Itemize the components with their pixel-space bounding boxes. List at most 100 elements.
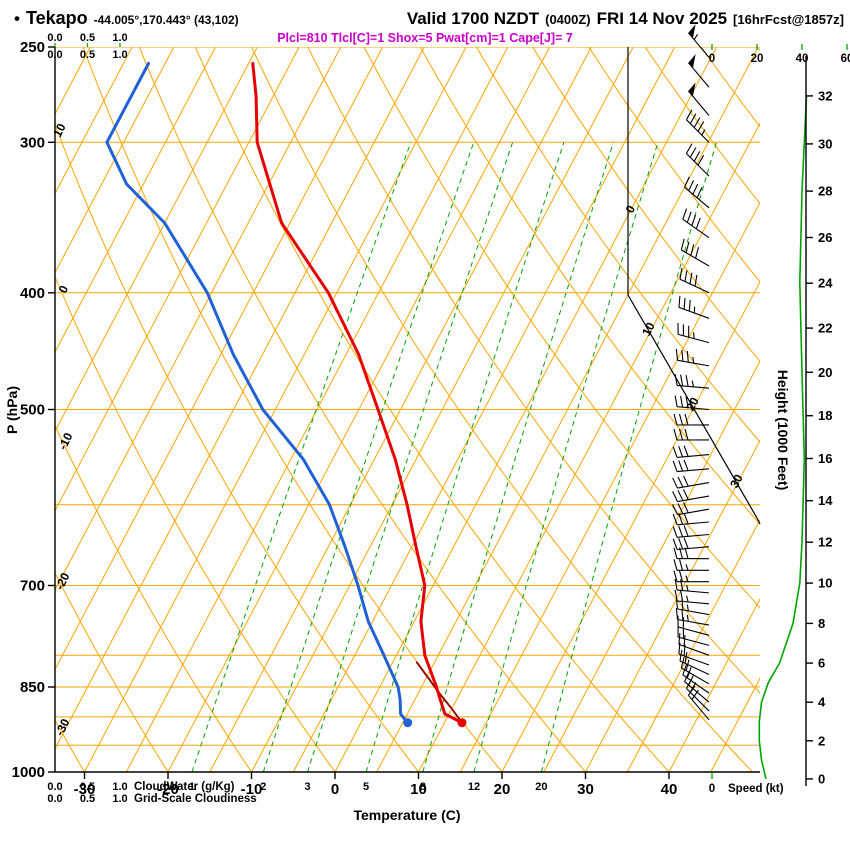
mixing-ratio-line — [262, 142, 475, 772]
wind-barb-full — [678, 525, 684, 537]
wind-barb-full — [678, 632, 681, 645]
wind-barb-full — [689, 147, 697, 158]
dry-adiabat-label: -10 — [55, 430, 75, 452]
isotherm-line — [459, 201, 760, 772]
dry-adiabat-label: 0 — [56, 283, 72, 295]
cloudwater-bottom-label: 0.0 — [47, 781, 62, 793]
speed-tick-label: 0 — [709, 53, 715, 65]
wind-barb-full — [693, 151, 701, 162]
wind-barb-full — [683, 525, 689, 537]
isotherm-line — [55, 47, 133, 195]
pressure-tick-label: 250 — [20, 39, 45, 56]
wind-barb-full — [673, 413, 678, 426]
titlebar: • Tekapo -44.005°,170.443° (43,102) Vali… — [14, 8, 844, 29]
valid-time-group: Valid 1700 NZDT (0400Z) FRI 14 Nov 2025 … — [407, 9, 844, 29]
wind-barb-full — [683, 634, 686, 647]
wind-barb-full — [672, 513, 678, 525]
wind-barb-full — [689, 113, 697, 124]
dry-adiabat-line — [55, 424, 252, 772]
wind-barb-full — [674, 589, 678, 602]
wind-barb-staff — [677, 636, 710, 646]
wind-barb-full — [679, 267, 683, 280]
wind-barb-staff — [677, 589, 710, 594]
wind-barb-full — [681, 349, 684, 362]
dry-adiabat-line — [307, 47, 760, 694]
wind-barb-full — [680, 395, 684, 408]
wind-barb-full — [691, 214, 697, 226]
wind-barb-full — [672, 491, 678, 502]
dry-adiabat-line — [363, 47, 760, 609]
wind-barb-full — [673, 559, 678, 571]
wind-barb-pennant — [688, 82, 696, 97]
station-bullet-icon: • — [14, 9, 20, 28]
wind-barb-full — [675, 608, 679, 620]
wind-barb-full — [683, 459, 689, 471]
wind-barb-full — [684, 428, 689, 441]
wind-barb-full — [683, 489, 689, 500]
wind-barb-full — [685, 143, 693, 154]
cloudwater-top-label: 0.0 — [47, 32, 62, 44]
wind-barb-full — [696, 187, 703, 199]
wind-barb-full — [672, 526, 678, 538]
dry-adiabat-line — [588, 47, 760, 283]
isotherm-line — [292, 47, 676, 772]
cloudiness-bottom-label: 1.0 — [112, 793, 127, 805]
wind-barb-half — [686, 584, 689, 592]
cloudiness-axis-title: Grid-Scale Cloudiness — [134, 793, 257, 805]
isotherm-line — [585, 439, 760, 772]
wind-barb-full — [674, 374, 678, 386]
pressure-tick-label: 500 — [20, 402, 45, 419]
height-tick-label: 30 — [818, 136, 832, 151]
wind-barb-full — [688, 180, 694, 192]
mixing-ratio-line — [540, 142, 717, 772]
cloudwater-bottom-label: 1.0 — [112, 781, 127, 793]
isotherm-line — [418, 122, 760, 772]
wind-barb-full — [684, 176, 690, 188]
dewpoint-curve — [105, 62, 410, 725]
temperature-tick-label: 10 — [410, 781, 427, 798]
height-tick-label: 2 — [818, 733, 825, 748]
wind-barb-half — [686, 615, 689, 622]
wind-barb-full — [674, 395, 678, 407]
speed-tick-label: 20 — [751, 53, 764, 65]
cloudiness-top-label: 0.5 — [80, 49, 95, 61]
dry-adiabat-label: -20 — [52, 570, 72, 592]
wind-barb-full — [673, 547, 678, 559]
dry-adiabat-line — [0, 47, 1, 772]
isotherm-line — [55, 47, 425, 750]
height-tick-label: 14 — [818, 493, 833, 508]
wind-barb-staff — [682, 674, 710, 694]
surface-temperature-dot — [457, 718, 467, 728]
temperature-tick-label: 0 — [331, 781, 339, 798]
wind-speed-curve — [758, 95, 808, 780]
sounding-indices: Plcl=810 Tlcl[C]=1 Shox=5 Pwat[cm]=1 Cap… — [277, 31, 573, 45]
height-tick-label: 16 — [818, 451, 832, 466]
isotherm-line — [55, 47, 175, 274]
cloudiness-top-label: 1.0 — [112, 49, 127, 61]
height-tick-label: 24 — [818, 276, 833, 291]
isotherm-line — [167, 47, 551, 772]
wind-barb-full — [697, 154, 705, 166]
wind-barb-full — [689, 682, 697, 693]
isotherm-line — [84, 47, 467, 772]
wind-barb-half — [693, 34, 698, 40]
wind-barb-half — [685, 564, 689, 571]
wind-barb-full — [694, 274, 698, 287]
wind-barb-staff — [677, 618, 710, 626]
wind-barb-full — [675, 348, 679, 361]
temperature-axis-title: Temperature (C) — [353, 807, 460, 823]
wind-barb-full — [691, 689, 699, 700]
wind-barb-full — [688, 299, 691, 312]
wind-barb-full — [695, 217, 701, 229]
station-name: Tekapo — [25, 8, 88, 28]
wind-barb-full — [680, 238, 685, 251]
wind-barb-full — [672, 446, 678, 458]
height-tick-label: 4 — [818, 695, 826, 710]
wind-barb-full — [672, 477, 678, 489]
pressure-tick-label: 1000 — [12, 764, 45, 781]
wind-barbs — [672, 24, 710, 721]
skewt-grid — [0, 47, 760, 772]
isotherm-label: 30 — [727, 472, 746, 491]
dry-adiabat-line — [475, 47, 760, 443]
isotherm-line — [668, 598, 760, 772]
